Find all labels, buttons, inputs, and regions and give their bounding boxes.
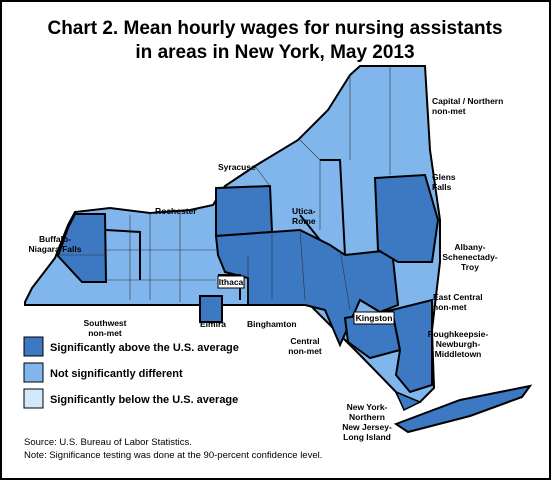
region-elmira bbox=[199, 295, 223, 323]
area-label: Glens bbox=[432, 172, 456, 182]
area-label: Troy bbox=[461, 262, 479, 272]
area-label: Central bbox=[290, 336, 319, 346]
legend-swatch bbox=[23, 362, 44, 383]
area-label: Elmira bbox=[200, 319, 226, 329]
area-label: Schenectady- bbox=[442, 252, 497, 262]
area-label: Capital / Northern bbox=[432, 96, 503, 106]
area-label: Poughkeepsie- bbox=[428, 329, 489, 339]
area-label: Rome bbox=[292, 216, 316, 226]
legend-swatch bbox=[23, 388, 44, 409]
title: in areas in New York, May 2013 bbox=[135, 42, 414, 63]
area-label: Utica- bbox=[292, 206, 316, 216]
note: Note: Significance testing was done at t… bbox=[24, 450, 322, 461]
area-label: Middletown bbox=[435, 349, 482, 359]
area-label: New Jersey- bbox=[342, 422, 392, 432]
region-capital bbox=[373, 173, 440, 263]
legend-label: Significantly above the U.S. average bbox=[50, 342, 239, 354]
area-label: Falls bbox=[432, 182, 452, 192]
area-label: Albany- bbox=[454, 242, 485, 252]
area-label: Kingston bbox=[356, 313, 393, 323]
region-poughkeepsie bbox=[390, 298, 433, 394]
region-syracuse bbox=[215, 184, 274, 238]
area-label: non-met bbox=[288, 346, 322, 356]
area-label: Newburgh- bbox=[436, 339, 481, 349]
area-label: Buffalo- bbox=[39, 234, 71, 244]
area-label: East Central bbox=[433, 292, 483, 302]
legend-label: Significantly below the U.S. average bbox=[50, 394, 238, 406]
map bbox=[24, 65, 533, 434]
area-label: Rochester bbox=[155, 206, 197, 216]
region-buffalo bbox=[56, 213, 108, 283]
area-label: Southwest bbox=[84, 318, 127, 328]
area-label: Binghamton bbox=[247, 319, 297, 329]
source: Source: U.S. Bureau of Labor Statistics. bbox=[24, 437, 192, 448]
area-label: non-met bbox=[432, 106, 466, 116]
area-label: Syracuse bbox=[218, 162, 256, 172]
area-borders bbox=[105, 159, 346, 300]
legend-label: Not significantly different bbox=[50, 368, 183, 380]
long-island bbox=[393, 384, 533, 434]
area-labels: Capital / Northernnon-metGlensFallsSyrac… bbox=[29, 96, 504, 442]
region-nyc bbox=[394, 390, 422, 412]
area-label: Niagara Falls bbox=[29, 244, 82, 254]
area-label: non-met bbox=[433, 302, 467, 312]
area-label: Long Island bbox=[343, 432, 391, 442]
area-label: Ithaca bbox=[219, 277, 244, 287]
area-label: Northern bbox=[349, 412, 385, 422]
legend: Significantly above the U.S. average Not… bbox=[23, 336, 239, 409]
label-box bbox=[217, 275, 245, 289]
area-label: non-met bbox=[88, 328, 122, 338]
label-box bbox=[353, 311, 395, 325]
legend-swatch bbox=[23, 336, 44, 357]
area-label: New York- bbox=[347, 402, 388, 412]
title: Chart 2. Mean hourly wages for nursing a… bbox=[47, 18, 502, 39]
county-lines bbox=[60, 66, 391, 311]
